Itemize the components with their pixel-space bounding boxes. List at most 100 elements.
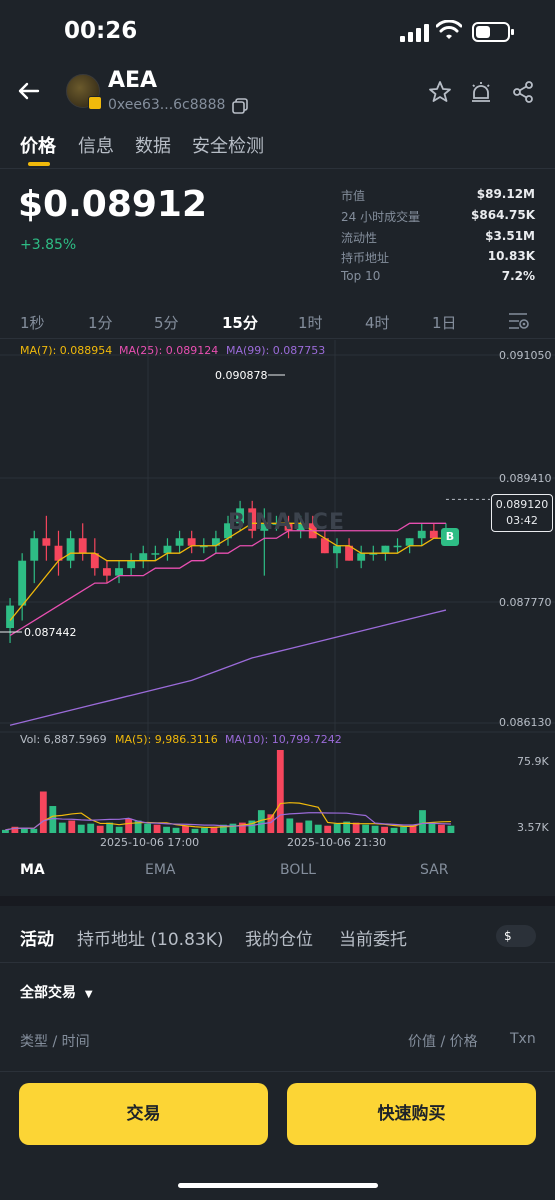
currency-toggle[interactable]: $ — [496, 925, 536, 947]
interval-15m[interactable]: 15分 — [222, 314, 258, 332]
volume-bar — [295, 822, 303, 833]
watermark: BINANCE — [228, 510, 345, 535]
interval-1m[interactable]: 1分 — [88, 314, 113, 332]
candle-body — [6, 605, 14, 629]
ma99-legend: MA(99): 0.087753 — [226, 344, 326, 357]
copy-icon[interactable] — [232, 98, 248, 114]
tab-indicator — [28, 162, 50, 166]
volume-bar — [229, 823, 237, 833]
candle-body — [151, 553, 160, 555]
interval-5m[interactable]: 5分 — [154, 314, 179, 332]
volume-bar — [68, 820, 76, 833]
candle-body — [18, 560, 27, 606]
back-arrow-icon[interactable] — [16, 78, 42, 104]
volume-bar — [11, 826, 19, 833]
volume-bar — [163, 826, 170, 833]
volume-bar — [438, 824, 445, 833]
divider — [0, 338, 555, 339]
volume-axis-label: 3.57K — [517, 821, 549, 834]
candle-body — [369, 553, 378, 555]
candle-body — [284, 523, 293, 531]
volume-bar — [419, 810, 426, 833]
candle-body — [224, 523, 232, 539]
candle-body — [345, 545, 354, 561]
current-price-tag: 0.089120 03:42 — [491, 494, 553, 532]
buy-marker[interactable]: B — [441, 528, 459, 546]
alert-icon[interactable] — [469, 80, 493, 104]
share-icon[interactable] — [511, 80, 535, 104]
token-address: 0xee63...6c8888 — [108, 97, 226, 113]
indicator-boll[interactable]: BOLL — [280, 862, 316, 878]
volume-bar — [314, 824, 322, 833]
interval-1s[interactable]: 1秒 — [20, 314, 45, 332]
low-price-marker: 0.087442 — [24, 626, 77, 639]
volume-bar — [447, 825, 455, 833]
volume-bar — [49, 806, 57, 833]
indicator-ema[interactable]: EMA — [145, 862, 176, 878]
quick-buy-button[interactable]: 快速购买 — [287, 1083, 536, 1145]
volume-bar — [371, 825, 379, 833]
column-header-value: 价值 / 价格 — [408, 1034, 478, 1050]
indicator-sar[interactable]: SAR — [420, 862, 449, 878]
candle-body — [163, 545, 172, 554]
volume-ma10-line — [5, 812, 451, 831]
candle-body — [42, 538, 51, 546]
stat-label: 24 小时成交量 — [341, 210, 421, 224]
candle-body — [393, 545, 402, 548]
candle-body — [175, 538, 184, 546]
volume-legend: Vol: 6,887.5969 — [20, 733, 107, 746]
price-axis-label: 0.091050 — [499, 349, 552, 362]
candle-body — [417, 530, 426, 539]
divider — [0, 1071, 555, 1072]
tab-info[interactable]: 信息 — [78, 136, 114, 157]
volume-bar — [248, 820, 256, 833]
tab-activity[interactable]: 活动 — [20, 930, 54, 950]
candle-body — [236, 508, 245, 524]
ma99-line — [9, 609, 447, 726]
volume-bar — [153, 824, 161, 833]
volume-bar — [125, 818, 133, 833]
candle-body — [102, 568, 111, 576]
tab-security[interactable]: 安全检测 — [192, 136, 264, 157]
tab-open-orders[interactable]: 当前委托 — [339, 930, 407, 950]
volume-bar — [20, 827, 28, 833]
divider — [0, 962, 555, 963]
tab-holders[interactable]: 持币地址 (10.83K) — [77, 930, 224, 950]
volume-bar — [257, 810, 265, 833]
volume-bar — [30, 828, 38, 833]
tab-data[interactable]: 数据 — [135, 136, 171, 157]
interval-4h[interactable]: 4时 — [365, 314, 390, 332]
chart-settings-icon[interactable] — [507, 311, 529, 331]
interval-1d[interactable]: 1日 — [432, 314, 457, 332]
ma25-legend: MA(25): 0.089124 — [119, 344, 219, 357]
volume-bar — [172, 827, 180, 833]
candle-body — [272, 523, 281, 525]
candle-body — [260, 523, 269, 531]
candle-body — [357, 553, 366, 561]
chain-badge-icon — [88, 96, 102, 110]
volume-bar — [409, 824, 417, 833]
candle-body — [90, 553, 99, 569]
interval-1h[interactable]: 1时 — [298, 314, 323, 332]
price-axis-label: 0.086130 — [499, 716, 552, 729]
stat-label: 市值 — [341, 189, 366, 203]
candle-body — [115, 568, 123, 576]
trade-filter-dropdown[interactable]: 全部交易 ▼ — [20, 982, 93, 1002]
price-chart[interactable] — [0, 340, 555, 850]
candle-body — [199, 545, 208, 548]
tab-positions[interactable]: 我的仓位 — [245, 930, 313, 950]
stat-label: Top 10 — [341, 269, 381, 283]
indicator-ma[interactable]: MA — [20, 862, 45, 878]
volume-bar — [362, 824, 370, 833]
volume-bar — [352, 822, 360, 833]
volume-bar — [2, 829, 9, 833]
trade-button[interactable]: 交易 — [19, 1083, 268, 1145]
ma7-line — [9, 522, 446, 621]
candle-body — [127, 560, 136, 569]
stat-value: $864.75K — [471, 208, 535, 222]
star-icon[interactable] — [428, 80, 452, 104]
volume-bar — [238, 822, 246, 833]
time-axis-label: 2025-10-06 17:00 — [100, 836, 200, 849]
volume-bar — [267, 814, 275, 833]
tab-price[interactable]: 价格 — [20, 136, 56, 157]
